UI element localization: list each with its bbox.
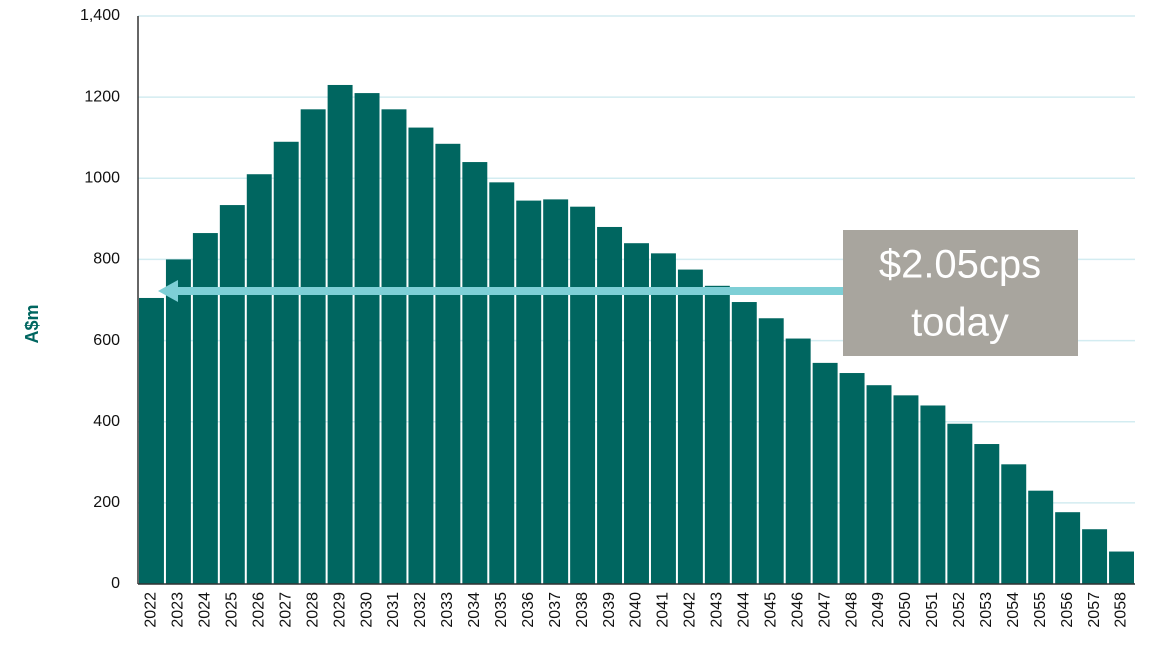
bar (327, 84, 353, 584)
x-tick-label: 2038 (574, 592, 591, 628)
bar (1109, 551, 1134, 584)
bar (192, 233, 218, 585)
x-tick-label: 2044 (736, 592, 753, 628)
bar (246, 174, 272, 584)
bar (677, 269, 703, 584)
bar (1001, 464, 1027, 584)
x-tick-label: 2032 (412, 592, 429, 628)
bar (974, 444, 1000, 584)
bar (624, 243, 649, 584)
bar (516, 200, 542, 584)
x-tick-label: 2042 (682, 592, 699, 628)
x-tick-label: 2048 (843, 592, 860, 628)
x-tick-label: 2027 (277, 592, 294, 628)
bar (1055, 512, 1081, 584)
x-tick-label: 2055 (1032, 592, 1049, 628)
x-tick-label: 2022 (143, 592, 160, 628)
bar (650, 253, 676, 585)
y-tick-label: 600 (93, 332, 120, 349)
x-tick-label: 2033 (439, 592, 456, 628)
bar (947, 423, 973, 584)
x-tick-label: 2046 (789, 592, 806, 628)
y-tick-label: 0 (111, 575, 120, 592)
x-tick-label: 2053 (978, 592, 995, 628)
bar (1082, 529, 1108, 584)
bar (731, 302, 757, 584)
bar (812, 362, 838, 584)
x-tick-label: 2045 (762, 592, 779, 628)
bar (462, 162, 488, 585)
annotation-box (843, 230, 1078, 356)
bar (839, 373, 865, 584)
x-tick-label: 2040 (628, 592, 645, 628)
bar (866, 385, 892, 584)
bar (785, 338, 811, 584)
x-tick-label: 2057 (1086, 592, 1103, 628)
y-tick-label: 1200 (84, 88, 120, 105)
bar (139, 297, 164, 584)
x-tick-label: 2025 (224, 592, 241, 628)
y-tick-label: 1,400 (80, 7, 120, 24)
bar (893, 395, 919, 584)
bar (1028, 490, 1054, 584)
bar (273, 141, 299, 584)
x-tick-label: 2049 (870, 592, 887, 628)
annotation-arrowhead (158, 280, 178, 302)
bar (354, 93, 380, 584)
x-tick-label: 2030 (358, 592, 375, 628)
bar (165, 259, 191, 584)
x-tick-label: 2050 (897, 592, 914, 628)
x-tick-label: 2047 (816, 592, 833, 628)
x-tick-label: 2035 (493, 592, 510, 628)
x-tick-label: 2051 (924, 592, 941, 628)
x-tick-label: 2029 (331, 592, 348, 628)
x-tick-label: 2031 (385, 592, 402, 628)
x-tick-label: 2041 (655, 592, 672, 628)
x-tick-label: 2056 (1059, 592, 1076, 628)
bar (758, 318, 784, 584)
bar (597, 226, 623, 584)
x-tick-label: 2054 (1005, 592, 1022, 628)
y-tick-label: 400 (93, 413, 120, 430)
y-tick-label: 200 (93, 494, 120, 511)
bar (381, 109, 407, 585)
bar (435, 143, 461, 585)
bar (300, 109, 326, 585)
x-tick-label: 2039 (601, 592, 618, 628)
x-tick-label: 2058 (1113, 592, 1130, 628)
bar (704, 285, 730, 584)
x-tick-label: 2037 (547, 592, 564, 628)
x-tick-label: 2024 (197, 592, 214, 628)
x-tick-label: 2028 (304, 592, 321, 628)
x-tick-label: 2052 (951, 592, 968, 628)
x-tick-label: 2026 (250, 592, 267, 628)
x-tick-label: 2043 (709, 592, 726, 628)
y-tick-label: 1000 (84, 170, 120, 187)
x-tick-label: 2034 (466, 592, 483, 628)
x-tick-label: 2023 (170, 592, 187, 628)
bar (489, 182, 515, 585)
annotation-text: today (911, 301, 1009, 345)
y-tick-label: 800 (93, 251, 120, 268)
annotation-text: $2.05cps (879, 243, 1041, 287)
bar (408, 127, 434, 585)
x-tick-label: 2036 (520, 592, 537, 628)
y-axis-label: A$m (22, 304, 42, 343)
bar (570, 206, 596, 584)
bar (219, 205, 245, 584)
bar (920, 405, 946, 584)
bar (543, 199, 569, 584)
